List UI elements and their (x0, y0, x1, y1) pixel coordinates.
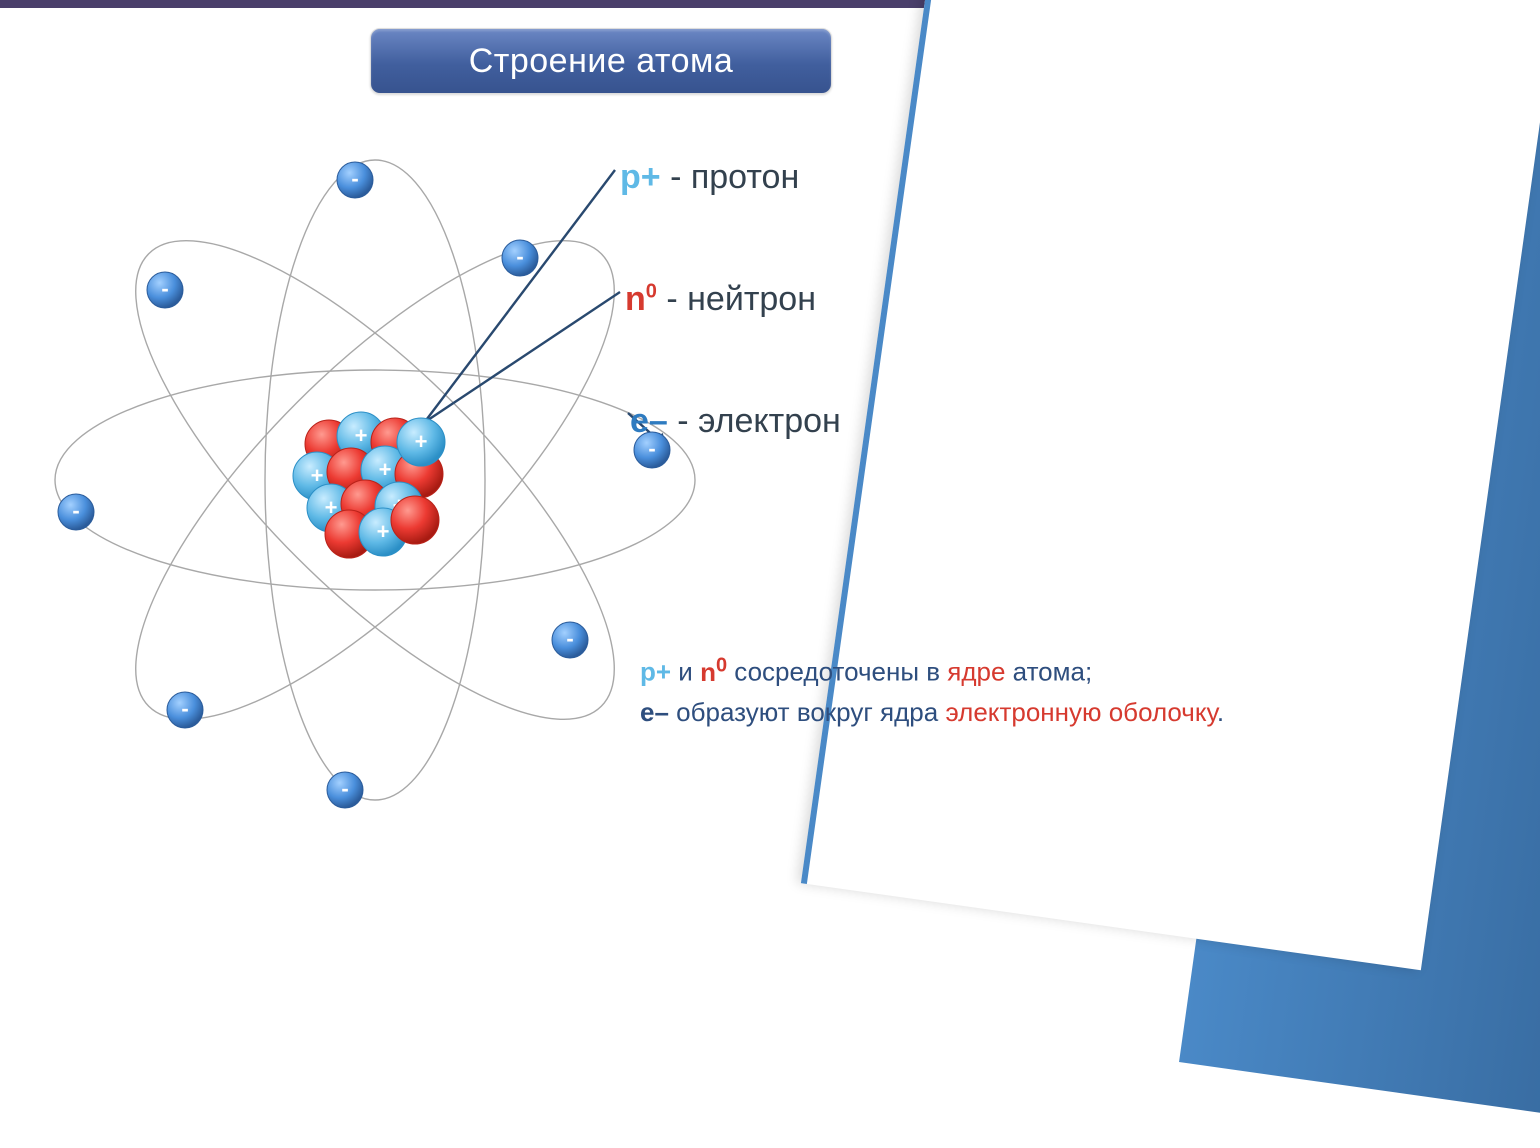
electron-symbol: e– (630, 402, 668, 440)
svg-text:+: + (377, 519, 390, 544)
svg-text:-: - (161, 276, 168, 301)
svg-text:-: - (566, 626, 573, 651)
svg-text:+: + (355, 423, 368, 448)
legend-separator: - (670, 158, 691, 196)
electron-label: электрон (698, 402, 841, 440)
proton-symbol: p+ (620, 158, 661, 196)
note-line-2: e– образуют вокруг ядра электронную обол… (640, 692, 1224, 732)
legend-separator: - (666, 280, 687, 318)
slide-note: p+ и n0 сосредоточены в ядре атома; e– о… (640, 650, 1224, 732)
neutron-symbol: n0 (625, 280, 657, 318)
svg-text:+: + (311, 463, 324, 488)
legend-separator: - (677, 402, 698, 440)
svg-text:-: - (341, 776, 348, 801)
svg-text:+: + (415, 429, 428, 454)
atom-nucleus: +++++++ (293, 412, 445, 558)
svg-text:-: - (351, 166, 358, 191)
proton-label: протон (691, 158, 799, 196)
neutron-label: нейтрон (687, 280, 816, 318)
note-line-1: p+ и n0 сосредоточены в ядре атома; (640, 650, 1224, 692)
svg-text:-: - (516, 244, 523, 269)
legend-neutron: n0 - нейтрон (625, 280, 816, 319)
legend-proton: p+ - протон (620, 158, 799, 197)
svg-text:-: - (72, 498, 79, 523)
svg-text:-: - (181, 696, 188, 721)
legend-electron: e– - электрон (630, 402, 841, 441)
svg-text:+: + (379, 457, 392, 482)
